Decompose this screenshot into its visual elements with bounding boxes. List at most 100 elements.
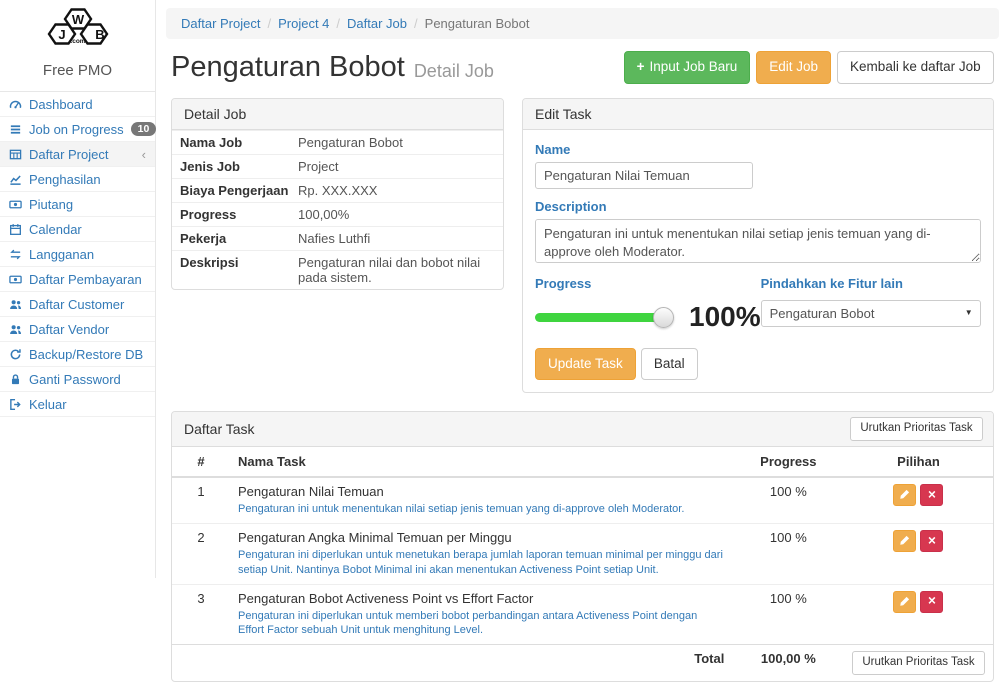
edit-task-row-button[interactable]: [893, 529, 917, 552]
sidebar-item-label: Piutang: [29, 196, 74, 212]
sidebar-item-backup-restore[interactable]: Backup/Restore DB: [0, 342, 155, 367]
update-task-button[interactable]: Update Task: [535, 348, 636, 381]
delete-task-row-button[interactable]: ×: [920, 529, 944, 552]
daftar-task-panel-title: Daftar Task: [184, 421, 255, 438]
sidebar-item-daftar-customer[interactable]: Daftar Customer: [0, 292, 155, 317]
task-table-header-row: # Nama Task Progress Pilihan: [172, 446, 993, 478]
task-name: Pengaturan Angka Minimal Temuan per Ming…: [238, 529, 512, 545]
edit-job-button[interactable]: Edit Job: [756, 51, 832, 84]
users-icon: [10, 299, 21, 309]
sidebar-item-calendar[interactable]: Calendar: [0, 217, 155, 242]
task-progress: 100 %: [732, 522, 845, 585]
sidebar-item-daftar-pembayaran[interactable]: Daftar Pembayaran: [0, 267, 155, 292]
progress-column: Progress 100%: [535, 276, 761, 333]
edit-task-row-button[interactable]: [893, 590, 917, 613]
detail-value: Rp. XXX.XXX: [298, 183, 378, 198]
column-header-nama-task: Nama Task: [230, 446, 733, 478]
task-progress: 100 %: [769, 483, 807, 499]
delete-task-row-button[interactable]: ×: [920, 483, 944, 506]
sidebar-item-label: Daftar Customer: [29, 296, 125, 312]
name-label: Name: [535, 142, 571, 157]
task-name: Pengaturan Bobot Activeness Point vs Eff…: [238, 590, 534, 606]
input-job-baru-button[interactable]: + Input Job Baru: [623, 51, 751, 84]
sidebar-item-dashboard[interactable]: Dashboard: [0, 92, 155, 117]
detail-job-panel: Detail Job Nama Job Pengaturan Bobot Jen…: [171, 98, 504, 290]
job-count-badge: 10: [130, 121, 157, 137]
task-table-footer-row: Total 100,00 % Urutkan Prioritas Task: [172, 644, 993, 681]
edit-task-form: Name Description Pengaturan ini untuk me…: [523, 130, 993, 392]
sidebar-item-job-on-progress[interactable]: Job on Progress 10: [0, 117, 157, 142]
sidebar-item-daftar-project[interactable]: Daftar Project ‹: [0, 142, 155, 167]
detail-value: Pengaturan Bobot: [298, 135, 403, 150]
task-description: Pengaturan ini untuk menentukan nilai se…: [238, 502, 685, 515]
detail-row-nama-job: Nama Job Pengaturan Bobot: [172, 130, 503, 154]
money-icon: [9, 275, 22, 283]
sidebar-item-penghasilan[interactable]: Penghasilan: [0, 167, 155, 192]
sign-out-icon: [10, 398, 21, 410]
edit-task-panel-title: Edit Task: [523, 99, 993, 130]
detail-row-biaya-pengerjaan: Biaya Pengerjaan Rp. XXX.XXX: [172, 178, 503, 202]
breadcrumb-link-daftar-project[interactable]: Daftar Project: [181, 16, 261, 31]
detail-row-pekerja: Pekerja Nafies Luthfi: [172, 226, 503, 250]
detail-value: 100,00%: [298, 207, 350, 222]
sidebar-item-label: Job on Progress: [29, 121, 124, 137]
task-progress: 100 %: [732, 583, 845, 645]
logo-domain-text: .com: [70, 38, 85, 45]
move-feature-select[interactable]: Pengaturan Bobot: [760, 300, 981, 327]
batal-button[interactable]: Batal: [640, 348, 698, 381]
sidebar-item-ganti-password[interactable]: Ganti Password: [0, 367, 155, 392]
sidebar-item-daftar-vendor[interactable]: Daftar Vendor: [0, 317, 155, 342]
money-icon: [9, 200, 22, 208]
task-description-textarea[interactable]: Pengaturan ini untuk menentukan nilai se…: [535, 219, 981, 263]
urutkan-prioritas-task-button-top[interactable]: Urutkan Prioritas Task: [850, 417, 983, 441]
move-feature-column: Pindahkan ke Fitur lain Pengaturan Bobot…: [760, 276, 981, 333]
sidebar-item-label: Daftar Vendor: [29, 321, 110, 337]
chevron-left-icon: ‹: [141, 146, 146, 162]
sidebar-item-keluar[interactable]: Keluar: [0, 392, 155, 417]
pencil-icon: [900, 596, 910, 606]
task-row-1: 1 Pengaturan Nilai Temuan Pengaturan ini…: [172, 477, 993, 523]
edit-task-row-button[interactable]: [893, 483, 917, 506]
sidebar-item-langganan[interactable]: Langganan: [0, 242, 155, 267]
detail-label: Deskripsi: [180, 255, 239, 270]
task-name-input[interactable]: [535, 162, 753, 189]
detail-row-progress: Progress 100,00%: [172, 202, 503, 226]
detail-job-panel-title: Detail Job: [172, 99, 503, 130]
sidebar-item-label: Penghasilan: [29, 171, 101, 187]
delete-task-row-button[interactable]: ×: [920, 590, 944, 613]
sidebar-item-label: Backup/Restore DB: [29, 346, 144, 362]
delete-x-icon: ×: [928, 486, 936, 502]
list-icon: [10, 124, 21, 134]
logo-letter-j: J: [58, 27, 65, 42]
breadcrumb-link-project-4[interactable]: Project 4: [278, 16, 330, 31]
detail-row-deskripsi: Deskripsi Pengaturan nilai dan bobot nil…: [172, 250, 503, 289]
sidebar-item-piutang[interactable]: Piutang: [0, 192, 155, 217]
logo-letter-b: B: [95, 27, 104, 42]
progress-slider-handle[interactable]: [653, 306, 674, 328]
sidebar-item-label: Langganan: [29, 246, 95, 262]
detail-label: Jenis Job: [180, 159, 240, 174]
task-number: 1: [197, 483, 205, 499]
breadcrumb-separator: /: [267, 16, 272, 31]
line-chart-icon: [10, 174, 21, 185]
sidebar-item-label: Daftar Project: [29, 146, 109, 162]
progress-slider[interactable]: [535, 306, 674, 328]
detail-value: Project: [298, 159, 339, 174]
kembali-ke-daftar-job-button[interactable]: Kembali ke daftar Job: [837, 51, 994, 84]
sidebar-item-label: Daftar Pembayaran: [29, 271, 142, 287]
jwb-logo-icon: W J B .com: [47, 8, 108, 45]
brand-name: Free PMO: [0, 54, 155, 92]
page-subtitle: Detail Job: [413, 61, 494, 81]
sidebar-item-label: Calendar: [29, 221, 82, 237]
task-name: Pengaturan Nilai Temuan: [238, 483, 384, 499]
move-feature-label: Pindahkan ke Fitur lain: [760, 276, 903, 291]
calendar-icon: [10, 223, 21, 235]
logo-letter-w: W: [71, 12, 84, 27]
detail-value: Nafies Luthfi: [298, 231, 371, 246]
sidebar-item-label: Ganti Password: [29, 371, 121, 387]
progress-percent-value: 100%: [689, 301, 761, 332]
urutkan-prioritas-task-button-bottom[interactable]: Urutkan Prioritas Task: [852, 651, 985, 675]
breadcrumb-link-daftar-job[interactable]: Daftar Job: [347, 16, 408, 31]
refresh-icon: [10, 348, 21, 359]
column-header-progress: Progress: [732, 446, 845, 478]
